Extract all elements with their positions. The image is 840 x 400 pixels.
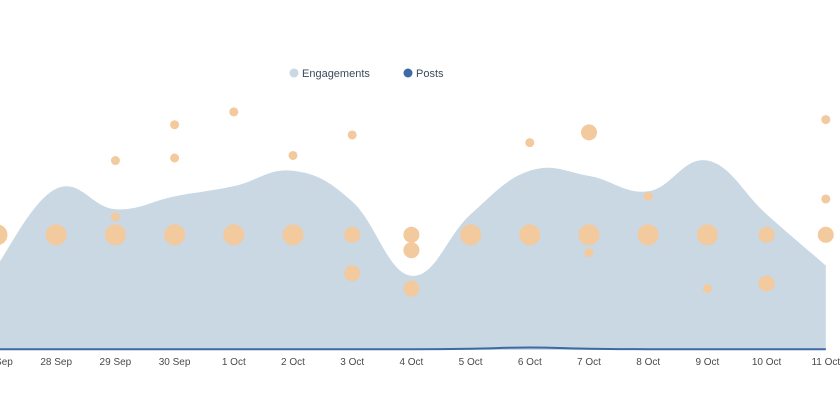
bubble-point [696, 224, 718, 246]
bubble-point [344, 265, 361, 282]
bubble-point [758, 275, 775, 292]
bubble-point [403, 280, 420, 297]
bubble-point [584, 248, 594, 258]
x-tick-label: 2 Oct [281, 357, 305, 368]
legend-marker-icon [403, 68, 413, 78]
engagements-area [0, 160, 826, 350]
bubble-point [821, 115, 831, 125]
x-tick-label: 8 Oct [636, 357, 660, 368]
x-tick-label: 29 Sep [100, 357, 132, 368]
legend-label: Posts [416, 68, 444, 80]
bubble-point [460, 224, 482, 246]
x-tick-label: 9 Oct [695, 357, 719, 368]
area-layer [0, 160, 826, 350]
bubble-point [578, 224, 600, 246]
bubble-point [110, 212, 120, 222]
bubble-point [758, 226, 775, 243]
bubble-point [164, 224, 186, 246]
bubble-point [519, 224, 541, 246]
bubble-point [702, 284, 712, 294]
bubble-point [282, 224, 304, 246]
x-axis: 27 Sep 28 Sep 29 Sep 30 Sep 1 Oct 2 Oct 3 Oct 4… [0, 357, 840, 368]
bubble-point [104, 224, 126, 246]
x-tick-label: 7 Oct [577, 357, 601, 368]
legend-item-posts[interactable]: Posts [403, 68, 445, 80]
x-tick-label: 27 Sep [0, 357, 13, 368]
bubble-point [110, 156, 120, 166]
x-tick-label: 11 Oct [811, 357, 840, 368]
bubble-point [170, 153, 180, 163]
x-tick-label: 10 Oct [752, 357, 782, 368]
bubble-point [344, 226, 361, 243]
bubble-point [347, 130, 357, 140]
bubble-point [170, 120, 180, 130]
x-tick-label: 3 Oct [340, 357, 364, 368]
legend-item-engagements[interactable]: Engagements [289, 68, 371, 80]
bubble-point [45, 224, 67, 246]
bubble-point [637, 224, 659, 246]
bubble-point [229, 107, 239, 117]
legend[interactable]: Engagements Posts [289, 68, 445, 80]
bubble-point [643, 191, 653, 201]
bubble-point [0, 224, 8, 245]
legend-label: Engagements [302, 68, 370, 80]
bubble-point [821, 194, 831, 204]
bubble-point [581, 124, 597, 141]
x-tick-label: 4 Oct [399, 357, 423, 368]
posts-line [0, 346, 826, 351]
bubble-point [817, 226, 834, 243]
x-tick-label: 1 Oct [222, 357, 246, 368]
bubble-point [403, 242, 420, 259]
x-tick-label: 28 Sep [40, 357, 72, 368]
bubble-point [223, 224, 245, 246]
x-tick-label: 30 Sep [159, 357, 191, 368]
x-tick-label: 6 Oct [518, 357, 542, 368]
bubble-point [525, 138, 535, 148]
legend-marker-icon [289, 68, 299, 78]
bubble-point [288, 150, 298, 160]
bubble-point [403, 226, 420, 243]
x-tick-label: 5 Oct [459, 357, 483, 368]
bubble-layer [0, 107, 834, 297]
line-layer [0, 346, 826, 351]
